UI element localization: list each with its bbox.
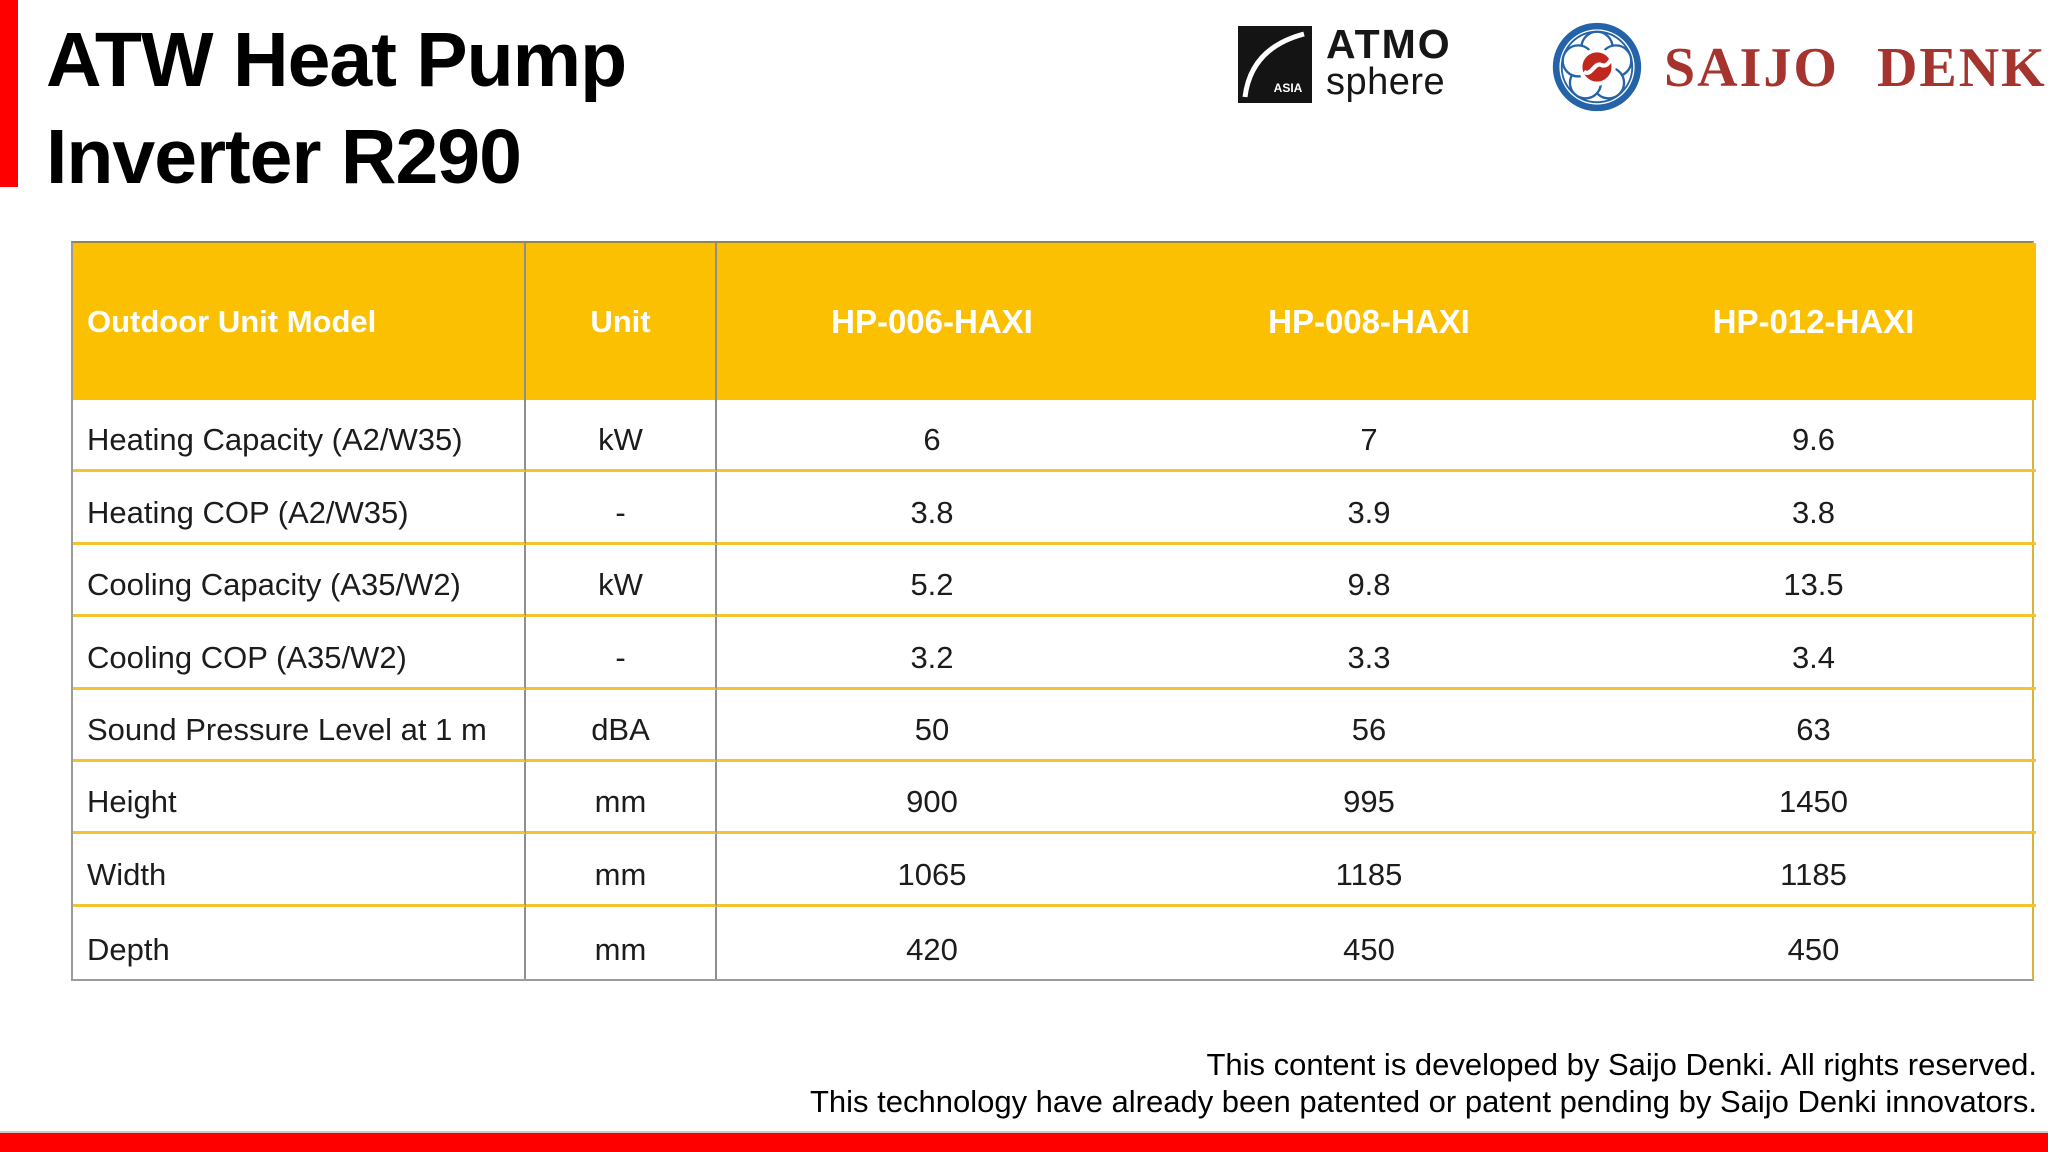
page-title-line2: Inverter R290 — [46, 114, 522, 201]
row-value: 3.8 — [1591, 472, 2036, 545]
row-value: 995 — [1147, 762, 1591, 835]
row-value: 1185 — [1147, 834, 1591, 907]
row-value: 9.8 — [1147, 545, 1591, 618]
copyright-line1: This content is developed by Saijo Denki… — [1206, 1047, 2037, 1082]
row-unit: mm — [526, 761, 717, 835]
row-label: Heating Capacity (A2/W35) — [73, 400, 526, 473]
row-label: Depth — [73, 906, 526, 979]
table-header-hp-006: HP-006-HAXI — [717, 243, 1147, 400]
row-value: 1065 — [717, 834, 1147, 907]
table-header-unit: Unit — [526, 243, 717, 400]
row-unit: - — [526, 617, 717, 690]
row-unit: dBA — [526, 689, 717, 762]
row-label: Height — [73, 761, 526, 835]
row-unit: kW — [526, 544, 717, 618]
row-value: 900 — [717, 762, 1147, 835]
saijo-denki-wordmark: SAIJO DENKI — [1664, 37, 2048, 99]
row-label: Sound Pressure Level at 1 m — [73, 689, 526, 762]
row-unit: mm — [526, 834, 717, 907]
left-red-accent-bar — [0, 0, 18, 187]
row-value: 6 — [717, 400, 1147, 473]
row-value: 450 — [1343, 932, 1395, 967]
row-value: 3.8 — [717, 472, 1147, 545]
row-value: 50 — [717, 690, 1147, 762]
row-value: 3.4 — [1591, 617, 2036, 690]
copyright-line2: This technology have already been patent… — [809, 1084, 2037, 1119]
row-unit: mm — [526, 906, 717, 979]
row-value: 9.6 — [1591, 400, 2036, 473]
row-label: Width — [73, 834, 526, 907]
table-header-hp-012: HP-012-HAXI — [1591, 243, 2036, 400]
row-unit: kW — [526, 400, 717, 473]
atmosphere-word-top: ATMO — [1326, 21, 1452, 67]
row-value: 7 — [1147, 400, 1591, 473]
saijo-denki-flower-icon — [1552, 22, 1642, 112]
row-value: 5.2 — [717, 545, 1147, 618]
atmosphere-wordmark: ATMO sphere — [1326, 21, 1452, 104]
svg-text:ASIA: ASIA — [1274, 81, 1303, 95]
atmosphere-asia-badge-icon: ASIA — [1238, 26, 1312, 104]
saijo-denki-logo: SAIJO DENKI — [1550, 20, 2048, 114]
table-header-hp-008: HP-008-HAXI — [1147, 243, 1591, 400]
row-value: 420 — [906, 932, 958, 967]
row-value: 1450 — [1591, 762, 2036, 835]
page-title: ATW Heat Pump Inverter R290 — [46, 12, 627, 206]
atmosphere-word-bottom: sphere — [1326, 60, 1446, 103]
row-label: Cooling Capacity (A35/W2) — [73, 544, 526, 618]
page-title-line1: ATW Heat Pump — [46, 17, 627, 103]
copyright-footer: This content is developed by Saijo Denki… — [810, 1046, 2037, 1120]
row-value: 450 — [1787, 932, 1840, 967]
row-unit: - — [526, 472, 717, 545]
row-label: Heating COP (A2/W35) — [73, 472, 526, 545]
row-label: Cooling COP (A35/W2) — [73, 617, 526, 690]
row-value: 3.3 — [1147, 617, 1591, 690]
bottom-red-bar — [0, 1131, 2048, 1152]
table-header-model: Outdoor Unit Model — [73, 243, 526, 400]
row-value: 13.5 — [1591, 545, 2036, 618]
row-value: 56 — [1147, 690, 1591, 762]
spec-table: Outdoor Unit Model Unit HP-006-HAXI HP-0… — [71, 241, 2036, 981]
row-value: 3.2 — [717, 617, 1147, 690]
row-value: 3.9 — [1147, 472, 1591, 545]
row-value: 1185 — [1591, 834, 2036, 907]
row-value: 63 — [1591, 690, 2036, 762]
atmosphere-logo: ASIA ATMO sphere — [1238, 21, 1452, 104]
